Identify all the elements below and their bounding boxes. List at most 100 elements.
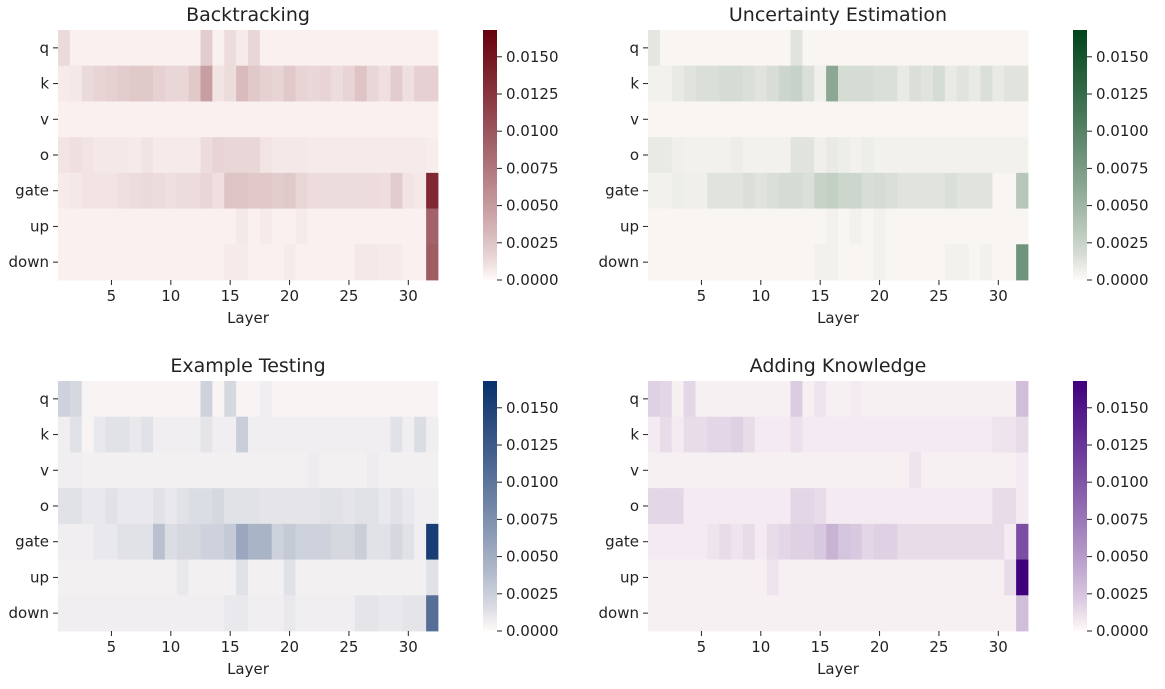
heatmap-cell [93,137,106,174]
heatmap-cell [659,30,673,67]
heatmap-cell [933,172,946,209]
heatmap-cell [778,523,791,560]
heatmap-cell [683,172,696,209]
heatmap-cell [992,30,1005,67]
heatmap-cell [695,101,708,138]
x-tick-label: 20 [280,287,299,305]
heatmap-cell [909,416,922,453]
heatmap-cell [933,30,946,67]
heatmap-cell [778,244,791,281]
x-axis-label: Layer [817,660,860,678]
colorbar-tick-label: 0.0075 [506,510,559,528]
heatmap-cell [224,137,237,174]
heatmap-cell [790,488,803,525]
heatmap-cell [188,30,201,67]
colorbar-tick-label: 0.0050 [1096,197,1149,215]
x-axis-label: Layer [817,309,860,327]
heatmap-cell [188,416,201,453]
heatmap-cell [307,595,320,632]
heatmap-cell [731,381,744,418]
heatmap-cell [743,488,756,525]
heatmap-cell [719,416,732,453]
heatmap-cell [378,30,391,67]
heatmap-cell [743,137,756,174]
heatmap-cell [331,595,344,632]
heatmap-cell [683,523,696,560]
heatmap-cell [426,381,439,418]
heatmap-cell [331,208,344,245]
heatmap-cell [671,208,685,245]
heatmap-cell [849,452,863,489]
heatmap-cell [826,381,839,418]
heatmap-cell [956,208,970,245]
heatmap-cell [153,381,166,418]
heatmap-cell [944,452,958,489]
heatmap-cell [164,137,178,174]
heatmap-cell [683,30,696,67]
heatmap-cell [354,416,368,453]
heatmap-cell [81,101,95,138]
colorbar-tick-label: 0.0050 [506,548,559,566]
heatmap-cell [224,523,237,560]
heatmap-cell [802,559,815,596]
heatmap-cell [790,416,803,453]
heatmap-cell [992,137,1005,174]
heatmap-cell [671,101,685,138]
heatmap-cell [390,595,403,632]
heatmap-cell [153,559,166,596]
heatmap-cell [778,30,791,67]
heatmap-cell [105,595,118,632]
heatmap-cell [236,101,249,138]
heatmap-cell [909,381,922,418]
heatmap-cell [731,172,744,209]
heatmap-cell [861,172,875,209]
y-tick-label: up [620,217,639,235]
colorbar-tick-label: 0.0025 [1096,585,1149,603]
heatmap-cell [838,208,851,245]
heatmap-cell [921,523,934,560]
heatmap-cell [319,452,332,489]
heatmap-cell [683,137,696,174]
heatmap-cell [671,30,685,67]
heatmap-cell [188,244,201,281]
heatmap-cell [259,381,273,418]
heatmap-cell [909,488,922,525]
heatmap-cell [754,30,768,67]
heatmap-cell [648,137,661,174]
heatmap-cell [838,172,851,209]
heatmap-cell [414,523,427,560]
heatmap-cell [343,137,356,174]
x-tick-label: 5 [697,287,707,305]
heatmap-cell [956,595,970,632]
heatmap-cell [695,381,708,418]
heatmap-cell [212,595,225,632]
heatmap-cell [164,381,178,418]
heatmap-cell [849,416,863,453]
heatmap-cell [141,416,154,453]
heatmap-cell [683,595,696,632]
heatmap-cell [683,244,696,281]
x-tick-label: 30 [989,638,1008,656]
heatmap-cell [378,595,391,632]
heatmap-cell [141,172,154,209]
heatmap-cell [153,101,166,138]
heatmap-cell [671,65,685,102]
heatmap-cell [402,416,415,453]
heatmap-cell [695,208,708,245]
heatmap-cell [719,488,732,525]
heatmap-cell [743,65,756,102]
heatmap-cell [81,523,95,560]
heatmap-cell [873,416,886,453]
heatmap-cell [802,244,815,281]
chart-title: Adding Knowledge [750,355,927,377]
heatmap-cell [307,208,320,245]
heatmap-cell [885,488,898,525]
colorbar-tick-label: 0.0075 [506,159,559,177]
heatmap-cell [248,244,261,281]
heatmap-cell [707,137,720,174]
heatmap-cell [414,381,427,418]
y-tick-label: o [630,146,639,164]
heatmap-cell [224,381,237,418]
heatmap-cell [731,452,744,489]
x-tick-label: 25 [339,287,358,305]
